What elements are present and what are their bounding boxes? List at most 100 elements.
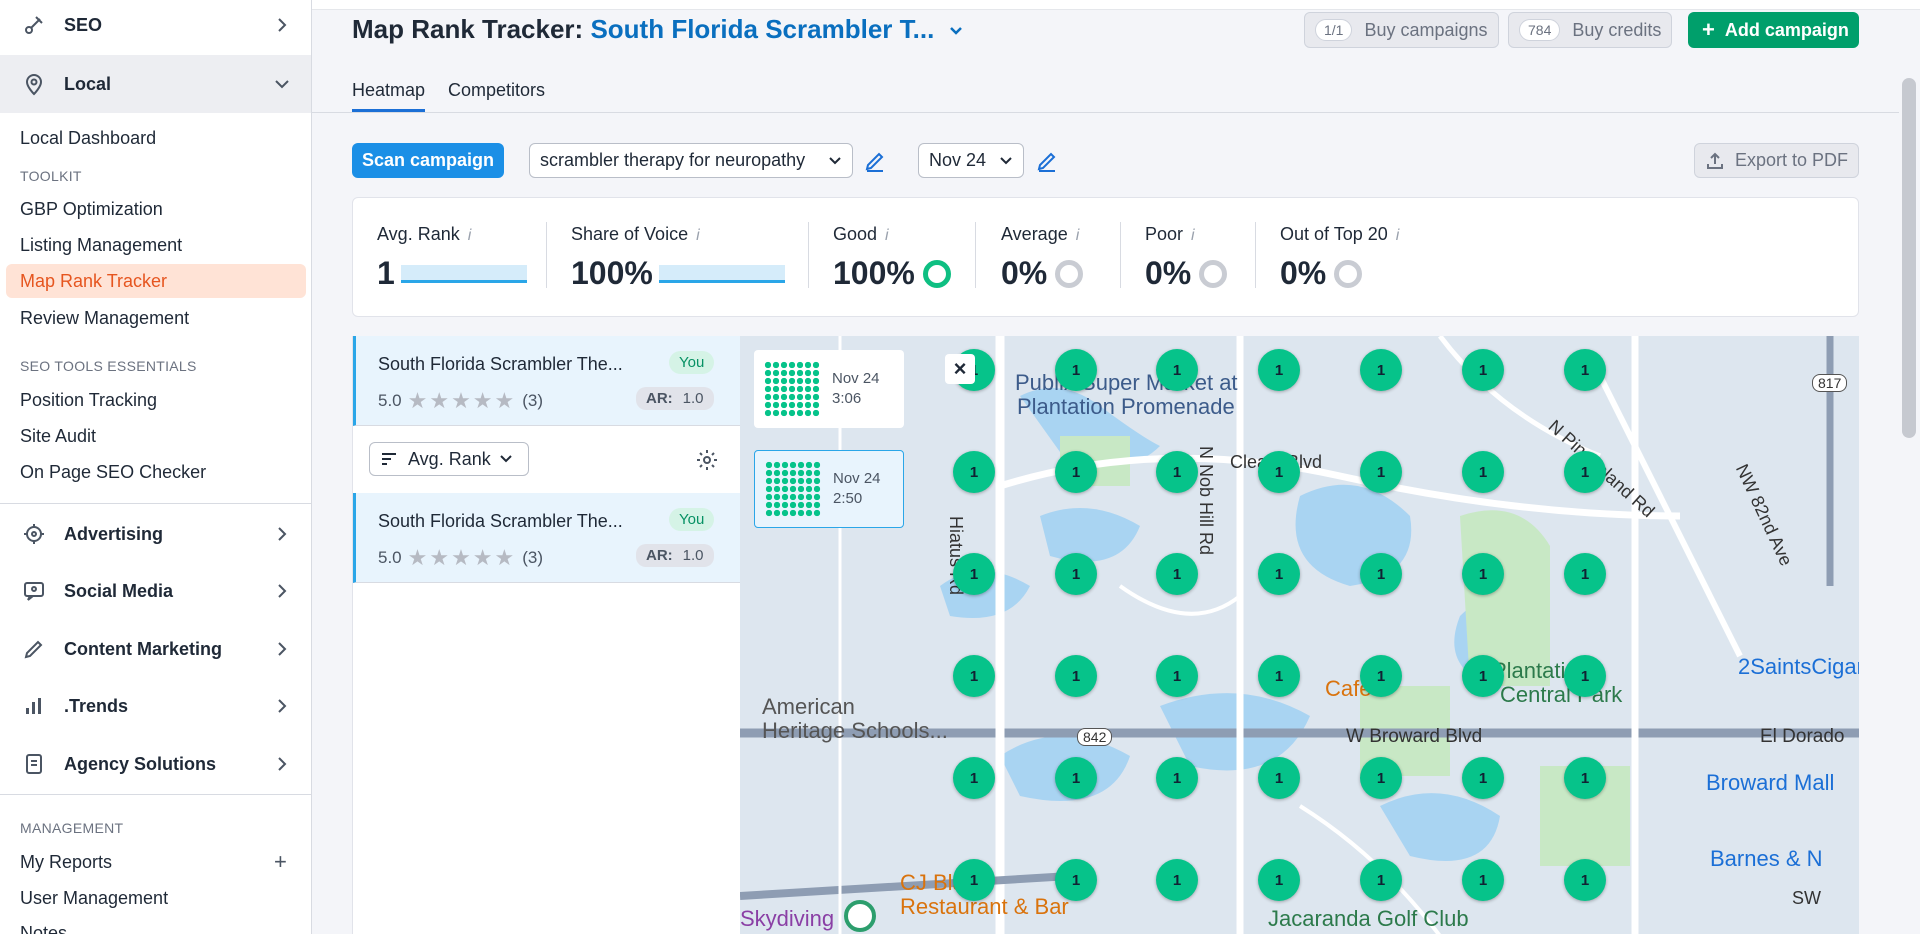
rank-pin[interactable]: 1 xyxy=(1564,349,1606,391)
rank-pin[interactable]: 1 xyxy=(953,451,995,493)
buy-campaigns-button[interactable]: 1/1 Buy campaigns xyxy=(1304,12,1499,48)
heatmap-map[interactable]: Publix Super Market at Plantation Promen… xyxy=(740,336,1859,934)
info-icon[interactable]: i xyxy=(696,227,700,244)
sidebar-item-social-media[interactable]: Social Media xyxy=(0,571,311,611)
ar-value: 1.0 xyxy=(682,547,704,564)
info-icon[interactable]: i xyxy=(467,227,472,244)
rank-pin[interactable]: 1 xyxy=(1462,553,1504,595)
tab-heatmap[interactable]: Heatmap xyxy=(352,80,426,112)
rank-pin[interactable]: 1 xyxy=(1055,553,1097,595)
sidebar-item-label: Local xyxy=(64,73,112,94)
sidebar-link-local-dashboard[interactable]: Local Dashboard xyxy=(20,128,157,148)
info-icon[interactable]: i xyxy=(885,227,889,244)
scan-history-item[interactable]: Nov 24 3:06 xyxy=(754,350,904,428)
sidebar-item-advertising[interactable]: Advertising xyxy=(0,514,311,554)
sidebar-link-site-audit[interactable]: Site Audit xyxy=(20,426,97,446)
rank-pin[interactable]: 1 xyxy=(1156,655,1198,697)
sidebar-link-position-tracking[interactable]: Position Tracking xyxy=(20,390,158,410)
rank-pin[interactable]: 1 xyxy=(1055,451,1097,493)
rank-pin[interactable]: 1 xyxy=(1156,451,1198,493)
add-report-icon[interactable]: + xyxy=(274,849,287,874)
keyword-select[interactable]: scrambler therapy for neuropathy xyxy=(529,143,853,178)
rank-pin[interactable]: 1 xyxy=(1156,553,1198,595)
sidebar-link-my-reports[interactable]: My Reports xyxy=(20,852,113,872)
campaign-selector[interactable]: South Florida Scrambler T... xyxy=(590,14,935,44)
rank-pin[interactable]: 1 xyxy=(1055,349,1097,391)
sort-select[interactable]: Avg. Rank xyxy=(369,442,529,476)
scan-campaign-button[interactable]: Scan campaign xyxy=(352,143,504,178)
rank-pin[interactable]: 1 xyxy=(1360,757,1402,799)
sidebar-link-map-rank-tracker[interactable]: Map Rank Tracker xyxy=(20,271,168,291)
rank-pin[interactable]: 1 xyxy=(1462,655,1504,697)
chevron-down-icon[interactable] xyxy=(948,23,964,39)
rank-pin[interactable]: 1 xyxy=(1360,451,1402,493)
info-icon[interactable]: i xyxy=(1395,227,1400,244)
rank-pin[interactable]: 1 xyxy=(1360,553,1402,595)
ar-label: AR: xyxy=(646,547,673,564)
date-select[interactable]: Nov 24 xyxy=(918,143,1024,178)
rank-pin[interactable]: 1 xyxy=(1156,757,1198,799)
edit-date-icon[interactable] xyxy=(1035,149,1059,173)
rank-pin[interactable]: 1 xyxy=(1462,859,1504,901)
star-icons: ★★★★★ xyxy=(407,388,517,413)
rank-pin[interactable]: 1 xyxy=(1258,451,1300,493)
rank-pin[interactable]: 1 xyxy=(1462,757,1504,799)
buy-credits-button[interactable]: 784 Buy credits xyxy=(1508,12,1673,48)
add-campaign-button[interactable]: + Add campaign xyxy=(1688,12,1859,48)
rank-pin[interactable]: 1 xyxy=(1055,757,1097,799)
map-label: El Dorado xyxy=(1760,726,1845,747)
rank-pin[interactable]: 1 xyxy=(1258,553,1300,595)
rank-pin[interactable]: 1 xyxy=(1258,859,1300,901)
info-icon[interactable]: i xyxy=(1191,227,1195,244)
export-pdf-button[interactable]: Export to PDF xyxy=(1694,143,1859,178)
close-history-button[interactable]: × xyxy=(945,354,975,384)
rank-pin[interactable]: 1 xyxy=(1055,859,1097,901)
edit-keyword-icon[interactable] xyxy=(863,149,887,173)
sidebar-item-content-marketing[interactable]: Content Marketing xyxy=(0,629,311,669)
business-name: South Florida Scrambler The... xyxy=(378,354,623,374)
rank-pin[interactable]: 1 xyxy=(1564,859,1606,901)
avg-rank-badge: AR: 1.0 xyxy=(636,387,714,410)
rank-pin[interactable]: 1 xyxy=(1564,451,1606,493)
rank-pin[interactable]: 1 xyxy=(1462,451,1504,493)
rank-pin[interactable]: 1 xyxy=(1360,349,1402,391)
competitor-card[interactable]: South Florida Scrambler The... You 5.0 ★… xyxy=(353,493,741,583)
competitor-card[interactable]: South Florida Scrambler The... You 5.0 ★… xyxy=(353,336,741,426)
scan-history-item[interactable]: Nov 24 2:50 xyxy=(754,450,904,528)
rank-pin[interactable]: 1 xyxy=(953,757,995,799)
rank-pin[interactable]: 1 xyxy=(1360,859,1402,901)
rank-pin[interactable]: 1 xyxy=(1258,655,1300,697)
rank-pin[interactable]: 1 xyxy=(1564,655,1606,697)
rating-value: 5.0 xyxy=(378,548,402,567)
rank-pin[interactable]: 1 xyxy=(1156,859,1198,901)
rank-pin[interactable]: 1 xyxy=(1564,757,1606,799)
gear-icon[interactable] xyxy=(695,448,719,472)
scan-date: Nov 24 xyxy=(833,470,881,487)
rank-pin[interactable]: 1 xyxy=(1055,655,1097,697)
rank-pin[interactable]: 1 xyxy=(953,553,995,595)
sidebar-item-agency-solutions[interactable]: Agency Solutions xyxy=(0,744,311,784)
rank-pin[interactable]: 1 xyxy=(953,655,995,697)
sidebar-item-local[interactable]: Local xyxy=(0,55,311,113)
scrollbar-thumb[interactable] xyxy=(1902,78,1916,438)
sidebar-item-trends[interactable]: .Trends xyxy=(0,686,311,726)
rank-pin[interactable]: 1 xyxy=(1462,349,1504,391)
info-icon[interactable]: i xyxy=(1075,227,1080,244)
sidebar-link-notes[interactable]: Notes xyxy=(20,923,68,934)
tab-competitors[interactable]: Competitors xyxy=(448,80,546,100)
sidebar-link-gbp[interactable]: GBP Optimization xyxy=(20,199,163,219)
sidebar-link-user-management[interactable]: User Management xyxy=(20,888,169,908)
rank-pin[interactable]: 1 xyxy=(1360,655,1402,697)
sidebar-link-listing[interactable]: Listing Management xyxy=(20,235,183,255)
rank-pin[interactable]: 1 xyxy=(1258,757,1300,799)
divider xyxy=(0,794,311,795)
rank-pin[interactable]: 1 xyxy=(1258,349,1300,391)
rank-pin[interactable]: 1 xyxy=(1156,349,1198,391)
sidebar-item-seo[interactable]: SEO xyxy=(0,6,311,44)
sidebar-link-on-page-seo[interactable]: On Page SEO Checker xyxy=(20,462,207,482)
rank-pin[interactable]: 1 xyxy=(953,859,995,901)
sidebar-link-review[interactable]: Review Management xyxy=(20,308,190,328)
stat-value: 0% xyxy=(1145,255,1192,291)
rank-pin[interactable]: 1 xyxy=(1564,553,1606,595)
sidebar: SEO Local Local Dashboard TOOLKIT GBP Op… xyxy=(0,0,312,934)
